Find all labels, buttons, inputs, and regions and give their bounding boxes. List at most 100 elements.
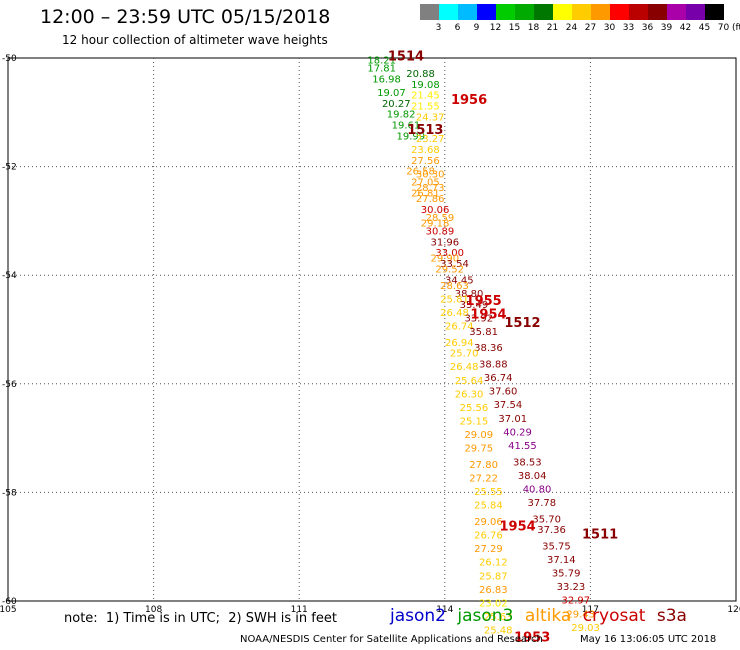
scale-label: 9	[473, 23, 480, 33]
wave-height-label: 19.08	[411, 80, 440, 91]
wave-height-label: 37.78	[528, 498, 557, 509]
wave-height-label: 32.97	[562, 596, 591, 607]
x-tick-label: 105	[0, 605, 17, 615]
chart-subtitle: 12 hour collection of altimeter wave hei…	[62, 33, 328, 47]
wave-height-label: 25.55	[474, 487, 503, 498]
wave-height-label: 35.70	[532, 514, 561, 525]
scale-label: 39	[660, 23, 673, 33]
wave-height-label: 21.55	[411, 102, 440, 113]
wave-height-label: 19.82	[387, 110, 416, 121]
wave-height-label: 38.88	[479, 360, 508, 371]
wave-height-label: 29.52	[435, 264, 464, 275]
wave-height-label: 38.04	[518, 471, 547, 482]
wave-height-label: 38.80	[455, 289, 484, 300]
pass-id-label: 1953	[514, 631, 550, 646]
pass-id-label: 1512	[504, 316, 540, 331]
scale-label: 3	[435, 23, 442, 33]
wave-height-label: 33.92	[464, 313, 493, 324]
footer-note: note: 1) Time is in UTC; 2) SWH is in fe…	[64, 611, 337, 626]
wave-height-label: 30.89	[426, 226, 455, 237]
x-tick-label: 120	[727, 605, 740, 615]
wave-height-label: 37.36	[537, 525, 566, 536]
scale-swatch	[705, 4, 724, 20]
x-tick-label: 108	[145, 605, 162, 615]
x-tick-label: 111	[291, 605, 308, 615]
wave-height-label: 37.14	[547, 555, 576, 566]
wave-height-label: 30.06	[421, 205, 450, 216]
wave-height-label: 25.15	[460, 417, 489, 428]
wave-height-label: 25.87	[479, 571, 508, 582]
wave-height-label: 23.68	[411, 145, 440, 156]
wave-height-label: 26.58	[406, 167, 435, 178]
scale-swatch	[515, 4, 534, 20]
y-tick-label: -58	[2, 488, 17, 498]
wave-height-label: 29.09	[464, 430, 493, 441]
wave-height-label: 30.30	[416, 169, 445, 180]
scale-swatch	[420, 4, 439, 20]
wave-height-label: 20.88	[406, 69, 435, 80]
scale-swatch	[648, 4, 667, 20]
wave-height-label: 26.12	[479, 558, 508, 569]
wave-height-label: 26.83	[479, 585, 508, 596]
wave-height-label: 34.45	[445, 275, 474, 286]
wave-height-label: 37.60	[489, 387, 518, 398]
wave-height-label: 29.03	[571, 623, 600, 634]
scale-swatch	[572, 4, 591, 20]
scale-label: 6	[454, 23, 461, 33]
wave-height-label: 25.81	[440, 294, 469, 305]
scale-label: 15	[508, 23, 521, 33]
scale-swatch	[591, 4, 610, 20]
wave-height-label: 21.45	[411, 91, 440, 102]
wave-height-label: 26.76	[474, 531, 503, 542]
pass-id-label: 1956	[451, 93, 487, 108]
wave-height-label: 27.22	[469, 474, 498, 485]
scale-swatch	[477, 4, 496, 20]
wave-height-label: 35.81	[469, 327, 498, 338]
scale-label: 42	[679, 23, 692, 33]
wave-height-label: 40.29	[503, 427, 532, 438]
scale-label: 27	[584, 23, 597, 33]
scale-label: 33	[622, 23, 635, 33]
wave-height-label: 40.80	[523, 484, 552, 495]
scale-swatch	[553, 4, 572, 20]
y-tick-label: -50	[2, 54, 17, 64]
wave-height-label: 27.86	[416, 194, 445, 205]
wave-height-label: 25.56	[460, 403, 489, 414]
wave-height-label: 28.73	[416, 183, 445, 194]
wave-height-label: 26.74	[445, 322, 474, 333]
wave-height-label: 26.48	[440, 308, 469, 319]
scale-label: 21	[546, 23, 559, 33]
wave-height-label: 17.81	[367, 64, 396, 75]
scale-swatch	[534, 4, 553, 20]
credit-line: NOAA/NESDIS Center for Satellite Applica…	[240, 634, 543, 645]
scale-unit: (ft)	[732, 23, 740, 33]
pass-id-label: 1513	[407, 123, 443, 138]
y-tick-label: -56	[2, 380, 17, 390]
pass-id-label: 1514	[388, 50, 424, 65]
wave-height-label: 25.63	[484, 612, 513, 623]
wave-height-label: 26.30	[455, 389, 484, 400]
scale-swatch	[496, 4, 515, 20]
wave-height-label: 27.05	[411, 178, 440, 189]
scale-label: 12	[489, 23, 502, 33]
legend-s3a: s3a	[656, 606, 687, 626]
scale-swatch	[667, 4, 686, 20]
generation-timestamp: May 16 13:06:05 UTC 2018	[580, 634, 717, 645]
wave-height-label: 19.99	[397, 131, 426, 142]
scale-label: 24	[565, 23, 578, 33]
scale-swatch	[686, 4, 705, 20]
pass-id-label: 1954	[500, 519, 536, 534]
scale-label: 18	[527, 23, 540, 33]
wave-height-label: 24.37	[416, 112, 445, 123]
x-tick-label: 114	[436, 605, 453, 615]
y-tick-label: -60	[2, 597, 17, 607]
wave-height-label: 20.27	[382, 99, 411, 110]
legend-cryosat: cryosat	[582, 606, 646, 626]
scale-label: 70	[717, 23, 730, 33]
wave-height-label: 27.80	[469, 460, 498, 471]
wave-height-label: 19.07	[377, 88, 406, 99]
wave-height-label: 36.74	[484, 373, 513, 384]
plot-frame	[7, 57, 737, 602]
wave-height-label: 33.54	[440, 259, 469, 270]
